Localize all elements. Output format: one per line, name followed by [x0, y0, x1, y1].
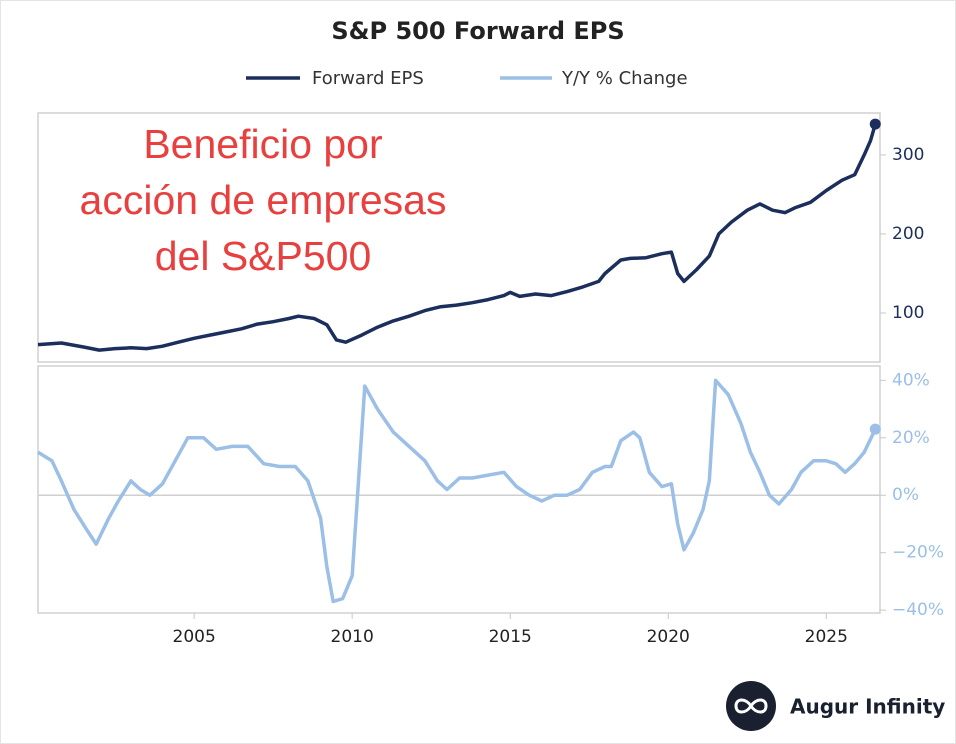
annotation: Beneficio por: [143, 121, 382, 167]
logo-symbol: [734, 698, 768, 714]
y-tick-label: 40%: [892, 370, 930, 390]
end-marker: [869, 423, 881, 435]
y-tick-label: 100: [892, 303, 924, 323]
plot-frame: [37, 112, 881, 363]
annotation: del S&P500: [155, 233, 372, 279]
legend-label: Forward EPS: [312, 68, 424, 89]
chart-title: S&P 500 Forward EPS: [331, 17, 624, 45]
y-tick-label: 300: [892, 145, 924, 165]
legend-label: Y/Y % Change: [561, 68, 688, 89]
y-tick-label: 0%: [892, 485, 919, 505]
x-tick-label: 2025: [805, 627, 848, 647]
line: [37, 378, 877, 604]
y-tick-label: −20%: [892, 543, 944, 563]
x-tick-label: 2015: [489, 627, 532, 647]
y-tick-label: 20%: [892, 428, 930, 448]
line: [37, 123, 877, 352]
logo: Augur Infinity: [726, 681, 945, 731]
y-tick-label: −40%: [892, 600, 944, 620]
x-tick-label: 2010: [331, 627, 374, 647]
logo-text: Augur Infinity: [790, 695, 945, 719]
x-tick-label: 2005: [173, 627, 216, 647]
x-tick-label: 2020: [647, 627, 690, 647]
end-marker: [869, 118, 881, 130]
annotation: acción de empresas: [80, 177, 447, 223]
plot-frame: [37, 365, 881, 614]
y-tick-label: 200: [892, 224, 924, 244]
